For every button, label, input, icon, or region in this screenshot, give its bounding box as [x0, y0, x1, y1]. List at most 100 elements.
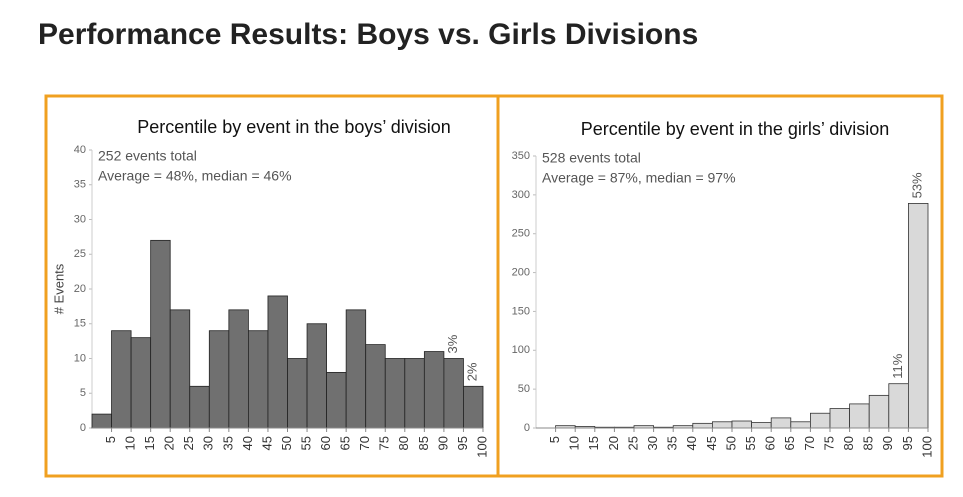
y-tick-label: 35 [74, 179, 86, 191]
x-tick-label: 40 [684, 436, 699, 450]
x-tick-label: 60 [763, 436, 778, 450]
bar [751, 422, 772, 429]
annotation: Average = 87%, median = 97% [542, 170, 736, 186]
chart-title: Percentile by event in the girls’ divisi… [581, 119, 890, 139]
bar [365, 344, 386, 429]
y-tick-label: 15 [74, 318, 86, 330]
bar-label: 11% [890, 353, 905, 378]
x-tick-label: 35 [665, 436, 680, 450]
y-tick-label: 150 [512, 305, 530, 317]
x-tick-label: 95 [900, 436, 915, 450]
y-tick-label: 25 [74, 248, 86, 260]
x-tick-label: 65 [782, 436, 797, 450]
bar [247, 330, 269, 429]
x-tick-label: 70 [802, 436, 817, 450]
x-tick-label: 100 [474, 436, 489, 458]
x-tick-label: 85 [416, 436, 431, 450]
y-axis-label: # Events [51, 263, 66, 314]
x-tick-label: 20 [606, 436, 621, 450]
bar [267, 295, 288, 429]
bar [790, 421, 811, 429]
x-tick-label: 20 [162, 436, 177, 450]
bar [423, 351, 445, 429]
bar [130, 337, 152, 429]
y-tick-label: 300 [512, 189, 530, 201]
y-tick-label: 0 [524, 422, 530, 434]
bar [731, 420, 753, 429]
y-tick-label: 50 [518, 383, 530, 395]
bar-label: 53% [910, 172, 925, 198]
bar [692, 422, 713, 429]
annotation: 252 events total [98, 148, 197, 164]
bar [189, 385, 210, 429]
bar [169, 309, 191, 429]
x-tick-label: 15 [142, 436, 157, 450]
bar [443, 358, 464, 429]
x-tick-label: 30 [645, 436, 660, 450]
x-tick-label: 45 [704, 436, 719, 450]
chart-title: Percentile by event in the boys’ divisio… [137, 117, 451, 137]
bar [404, 358, 425, 429]
x-tick-label: 75 [821, 436, 836, 450]
x-tick-label: 50 [279, 436, 294, 450]
bar [150, 239, 171, 429]
bar [868, 394, 890, 429]
page-title: Performance Results: Boys vs. Girls Divi… [38, 18, 698, 51]
x-tick-label: 35 [220, 436, 235, 450]
x-tick-label: 30 [201, 436, 216, 450]
x-tick-label: 65 [338, 436, 353, 450]
y-tick-label: 0 [80, 422, 86, 434]
bar [111, 330, 132, 429]
annotation: 528 events total [542, 150, 641, 166]
x-tick-label: 90 [880, 436, 895, 450]
bar [829, 408, 851, 429]
x-tick-label: 80 [841, 436, 856, 450]
x-tick-label: 75 [377, 436, 392, 450]
bar [287, 358, 308, 429]
bar [908, 203, 929, 429]
bar [770, 417, 792, 429]
y-tick-label: 5 [80, 387, 86, 399]
bar [91, 413, 112, 429]
x-tick-label: 10 [123, 436, 138, 450]
bar [326, 371, 347, 429]
x-tick-label: 10 [567, 436, 582, 450]
y-tick-label: 30 [74, 213, 86, 225]
x-tick-label: 95 [455, 436, 470, 450]
x-tick-label: 55 [743, 436, 758, 450]
x-tick-label: 25 [625, 436, 640, 450]
bar [345, 309, 367, 429]
y-tick-label: 350 [512, 150, 530, 162]
y-tick-label: 10 [74, 352, 86, 364]
y-tick-label: 40 [74, 144, 86, 156]
x-tick-label: 5 [103, 436, 118, 443]
x-tick-label: 40 [240, 436, 255, 450]
panel-frame [496, 94, 944, 478]
bar [712, 421, 733, 429]
x-tick-label: 90 [435, 436, 450, 450]
bar [228, 309, 249, 429]
x-tick-label: 50 [723, 436, 738, 450]
x-tick-label: 80 [396, 436, 411, 450]
bar [306, 323, 327, 429]
bar [384, 358, 406, 429]
y-tick-label: 200 [512, 266, 530, 278]
x-tick-label: 100 [919, 436, 934, 458]
x-tick-label: 45 [259, 436, 274, 450]
x-tick-label: 55 [298, 436, 313, 450]
bar [849, 403, 870, 429]
x-tick-label: 85 [861, 436, 876, 450]
y-tick-label: 20 [74, 283, 86, 295]
bar [810, 412, 831, 429]
bar [888, 383, 909, 429]
y-tick-label: 100 [512, 344, 530, 356]
bar [463, 385, 484, 429]
x-tick-label: 70 [357, 436, 372, 450]
x-tick-label: 15 [586, 436, 601, 450]
y-tick-label: 250 [512, 228, 530, 240]
bar [208, 330, 230, 429]
annotation: Average = 48%, median = 46% [98, 168, 292, 184]
x-tick-label: 25 [181, 436, 196, 450]
